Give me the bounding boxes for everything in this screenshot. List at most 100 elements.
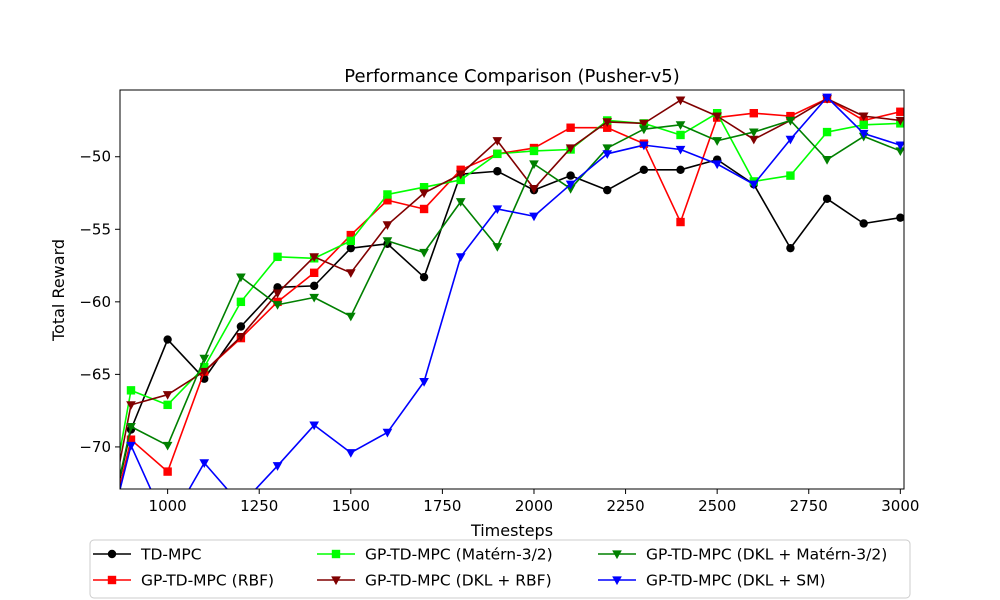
data-point [236,322,246,331]
legend-marker [107,575,117,585]
data-point [272,462,283,471]
data-point [602,118,613,127]
data-point [896,107,904,116]
data-point [163,400,172,410]
series-layer [120,93,904,532]
legend-marker [331,576,341,586]
data-point [126,441,136,451]
data-point [309,253,319,262]
y-tick-label: −65 [79,365,111,383]
data-point [163,335,172,344]
data-point [419,189,429,199]
data-point [676,165,685,174]
data-point [199,459,210,468]
chart-title: Performance Comparison (Pusher-v5) [344,66,680,87]
data-point [309,421,319,431]
data-point [126,435,136,444]
data-point [345,312,356,322]
legend-marker [107,549,117,559]
data-point [345,269,356,278]
legend-label: GP-TD-MPC (DKL + Matérn-3/2) [646,546,887,564]
data-point [456,175,465,185]
data-point [822,127,832,137]
data-point [273,283,282,292]
y-axis: −70 −65 −60 −55 −50 [79,148,120,456]
data-point [493,149,502,159]
data-point [602,150,613,159]
data-point [309,293,319,303]
data-point [382,237,393,246]
data-point [273,252,282,262]
data-point [419,183,429,192]
data-point [785,116,796,126]
data-point [786,171,795,180]
data-point [126,401,136,410]
data-point [163,467,172,476]
data-point [858,129,869,139]
legend-item-2: GP-TD-MPC (RBF) [93,572,274,590]
data-point [749,109,758,118]
legend-marker [612,576,622,586]
data-point [712,160,722,170]
data-point [163,523,173,532]
data-point [639,141,649,151]
data-point [712,137,722,146]
legend-item-5: GP-TD-MPC (DKL + Matérn-3/2) [598,546,887,564]
data-point [675,96,686,106]
data-point [895,147,904,157]
data-point [419,378,429,387]
data-point [199,354,210,364]
data-point [455,170,466,180]
legend-label: GP-TD-MPC (Matérn-3/2) [365,546,553,564]
legend-marker [612,550,622,560]
data-point [712,112,722,122]
data-point [785,135,796,145]
data-point [859,219,868,228]
data-point [858,112,869,122]
legend-item-4: GP-TD-MPC (DKL + RBF) [317,572,552,590]
data-point [346,230,356,240]
data-point [383,190,392,199]
data-point [822,93,832,103]
data-point [346,243,356,253]
data-point [419,272,429,282]
y-tick-label: −50 [79,148,111,166]
data-point [566,171,575,180]
data-point [565,144,576,154]
x-tick-label: 1500 [332,497,370,515]
data-point [639,119,649,129]
data-point [309,281,319,291]
data-point [455,253,466,262]
x-tick-label: 2750 [790,497,828,515]
data-point [895,141,904,151]
legend-frame [89,539,911,599]
data-point [383,196,392,205]
series-3 [120,109,904,456]
data-point [786,243,795,253]
legend-label: GP-TD-MPC (DKL + RBF) [365,572,552,590]
data-point [162,441,173,451]
data-point [309,268,319,278]
x-axis: 1000 1250 1500 1750 2000 2250 2500 2750 3000 [149,489,919,515]
data-point [529,160,539,170]
legend: TD-MPC GP-TD-MPC (RBF) GP-TD-MPC (Matérn-3… [89,539,911,599]
x-tick-label: 2000 [515,497,553,515]
data-point [492,243,503,252]
data-point [603,185,612,195]
data-point [529,185,539,194]
x-axis-label: Timesteps [470,521,553,540]
data-point [493,167,502,176]
data-point [236,333,246,342]
data-point [492,137,503,146]
data-point [126,422,136,432]
x-tick-label: 2250 [606,497,644,515]
y-tick-label: −70 [79,438,111,456]
data-point [529,212,539,222]
data-point [676,217,685,227]
data-point [419,204,429,214]
plot-frame [119,89,905,490]
y-tick-label: −55 [79,220,111,238]
x-tick-label: 3000 [881,497,919,515]
data-point [822,156,832,165]
data-point [455,198,466,207]
